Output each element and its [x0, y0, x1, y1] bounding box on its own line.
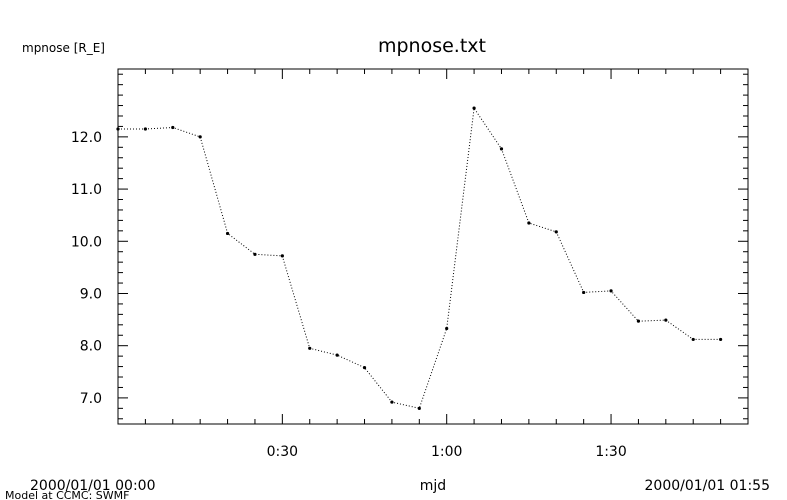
data-point — [225, 231, 230, 236]
y-tick-label: 11.0 — [71, 182, 102, 198]
x-tick-label: 0:30 — [267, 444, 298, 460]
y-tick-label: 10.0 — [71, 234, 102, 250]
data-point — [335, 353, 339, 357]
data-point — [691, 337, 695, 342]
data-point — [664, 318, 668, 322]
plot-frame — [117, 68, 749, 425]
series-line — [118, 106, 721, 409]
data-point — [280, 254, 284, 258]
model-credit: Model at CCMC: SWMF — [5, 489, 130, 500]
data-point — [582, 290, 586, 295]
axis-ticks — [118, 69, 748, 424]
data-point — [143, 127, 147, 131]
y-tick-label: 7.0 — [80, 391, 102, 407]
data-point — [198, 135, 202, 139]
data-point — [636, 319, 641, 323]
chart-title: mpnose.txt — [378, 35, 486, 57]
x-end-label: 2000/01/01 01:55 — [645, 478, 771, 494]
data-point — [445, 326, 449, 331]
data-point — [527, 221, 531, 225]
x-axis-label: mjd — [420, 478, 446, 494]
tick-labels: 7.0 8.0 9.0 10.0 11.0 12.0 0:30 1:00 1:30 — [71, 130, 627, 460]
data-point — [116, 127, 120, 131]
data-point — [171, 125, 175, 130]
data-point — [308, 346, 312, 350]
data-point — [390, 400, 394, 404]
y-tick-label: 12.0 — [71, 130, 102, 146]
data-point — [362, 366, 367, 370]
data-point — [499, 147, 504, 151]
data-point — [719, 337, 723, 342]
data-point — [253, 252, 257, 256]
x-tick-label: 1:30 — [595, 444, 626, 460]
x-tick-label: 1:00 — [431, 444, 462, 460]
data-point — [417, 406, 421, 410]
data-point — [472, 106, 476, 110]
y-axis-label: mpnose [R_E] — [22, 41, 105, 55]
x-start-label: 2000/01/01 00:00 — [30, 478, 156, 494]
y-tick-label: 9.0 — [80, 286, 102, 302]
y-tick-label: 8.0 — [80, 339, 102, 355]
data-point — [554, 230, 558, 234]
data-points — [116, 106, 723, 410]
data-point — [609, 289, 613, 293]
